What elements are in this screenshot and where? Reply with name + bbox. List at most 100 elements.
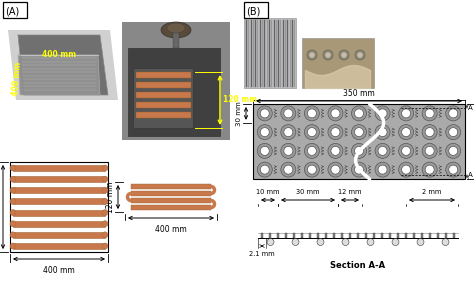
- Circle shape: [10, 243, 16, 249]
- Circle shape: [399, 162, 414, 177]
- Bar: [13, 199, 105, 204]
- Bar: [261, 233, 263, 238]
- Circle shape: [355, 146, 364, 155]
- Circle shape: [425, 109, 434, 118]
- Bar: [244, 2, 268, 18]
- Bar: [421, 233, 423, 238]
- Bar: [131, 198, 211, 203]
- Circle shape: [281, 125, 296, 140]
- Circle shape: [446, 125, 461, 140]
- Text: 10 mm: 10 mm: [256, 189, 280, 195]
- Bar: [13, 165, 105, 171]
- Bar: [333, 233, 335, 238]
- Circle shape: [422, 106, 437, 121]
- Circle shape: [378, 109, 387, 118]
- Circle shape: [422, 143, 437, 158]
- Bar: [389, 233, 391, 238]
- Bar: [13, 187, 105, 193]
- Circle shape: [331, 165, 340, 174]
- Bar: [365, 233, 367, 238]
- Circle shape: [341, 52, 347, 58]
- Circle shape: [328, 125, 343, 140]
- Circle shape: [355, 128, 364, 137]
- Bar: [3, 2, 27, 18]
- Bar: [309, 233, 311, 238]
- Circle shape: [422, 162, 437, 177]
- Text: 400 mm: 400 mm: [43, 266, 75, 275]
- Circle shape: [378, 146, 387, 155]
- Circle shape: [304, 106, 319, 121]
- Circle shape: [292, 239, 299, 245]
- Bar: [136, 72, 191, 78]
- Bar: [131, 191, 211, 196]
- Circle shape: [352, 106, 366, 121]
- Bar: [325, 233, 327, 238]
- Bar: [302, 38, 374, 88]
- Text: A: A: [468, 105, 473, 111]
- Circle shape: [304, 162, 319, 177]
- Bar: [136, 92, 191, 98]
- Text: 350 mm: 350 mm: [343, 89, 375, 98]
- Bar: [293, 233, 295, 238]
- Bar: [136, 112, 191, 118]
- Circle shape: [323, 50, 333, 60]
- Circle shape: [449, 165, 458, 174]
- Circle shape: [328, 106, 343, 121]
- Bar: [317, 233, 319, 238]
- Text: 30 mm: 30 mm: [296, 189, 320, 195]
- Circle shape: [328, 143, 343, 158]
- Circle shape: [10, 232, 16, 238]
- Circle shape: [10, 176, 16, 182]
- Circle shape: [307, 165, 316, 174]
- Circle shape: [399, 106, 414, 121]
- Bar: [445, 233, 447, 238]
- Circle shape: [260, 109, 269, 118]
- Bar: [381, 233, 383, 238]
- Circle shape: [102, 176, 108, 182]
- Bar: [244, 18, 296, 88]
- Polygon shape: [8, 30, 118, 100]
- Bar: [13, 232, 105, 238]
- Circle shape: [449, 128, 458, 137]
- Bar: [136, 102, 191, 108]
- Ellipse shape: [167, 23, 185, 33]
- Circle shape: [342, 239, 349, 245]
- Circle shape: [304, 143, 319, 158]
- Circle shape: [401, 128, 410, 137]
- Polygon shape: [18, 35, 108, 95]
- Circle shape: [375, 162, 390, 177]
- Circle shape: [425, 128, 434, 137]
- Circle shape: [331, 109, 340, 118]
- Text: 400 mm: 400 mm: [11, 62, 23, 96]
- Circle shape: [357, 52, 363, 58]
- Bar: [413, 233, 415, 238]
- Bar: [122, 22, 230, 140]
- Circle shape: [10, 199, 16, 204]
- Text: 12 mm: 12 mm: [338, 189, 362, 195]
- Bar: [173, 30, 179, 48]
- Circle shape: [10, 187, 16, 193]
- Bar: [437, 233, 439, 238]
- Bar: [429, 233, 431, 238]
- Circle shape: [284, 146, 293, 155]
- Bar: [13, 210, 105, 216]
- Bar: [397, 233, 399, 238]
- Circle shape: [10, 221, 16, 227]
- Circle shape: [417, 239, 424, 245]
- Circle shape: [102, 221, 108, 227]
- Bar: [277, 233, 279, 238]
- Circle shape: [331, 128, 340, 137]
- Text: 2.1 mm: 2.1 mm: [249, 251, 275, 257]
- Circle shape: [10, 210, 16, 216]
- Circle shape: [331, 146, 340, 155]
- Circle shape: [257, 143, 272, 158]
- Circle shape: [260, 128, 269, 137]
- Circle shape: [281, 106, 296, 121]
- Circle shape: [355, 50, 365, 60]
- Circle shape: [307, 128, 316, 137]
- Circle shape: [284, 109, 293, 118]
- Circle shape: [257, 162, 272, 177]
- Circle shape: [307, 50, 317, 60]
- Circle shape: [352, 162, 366, 177]
- Bar: [349, 233, 351, 238]
